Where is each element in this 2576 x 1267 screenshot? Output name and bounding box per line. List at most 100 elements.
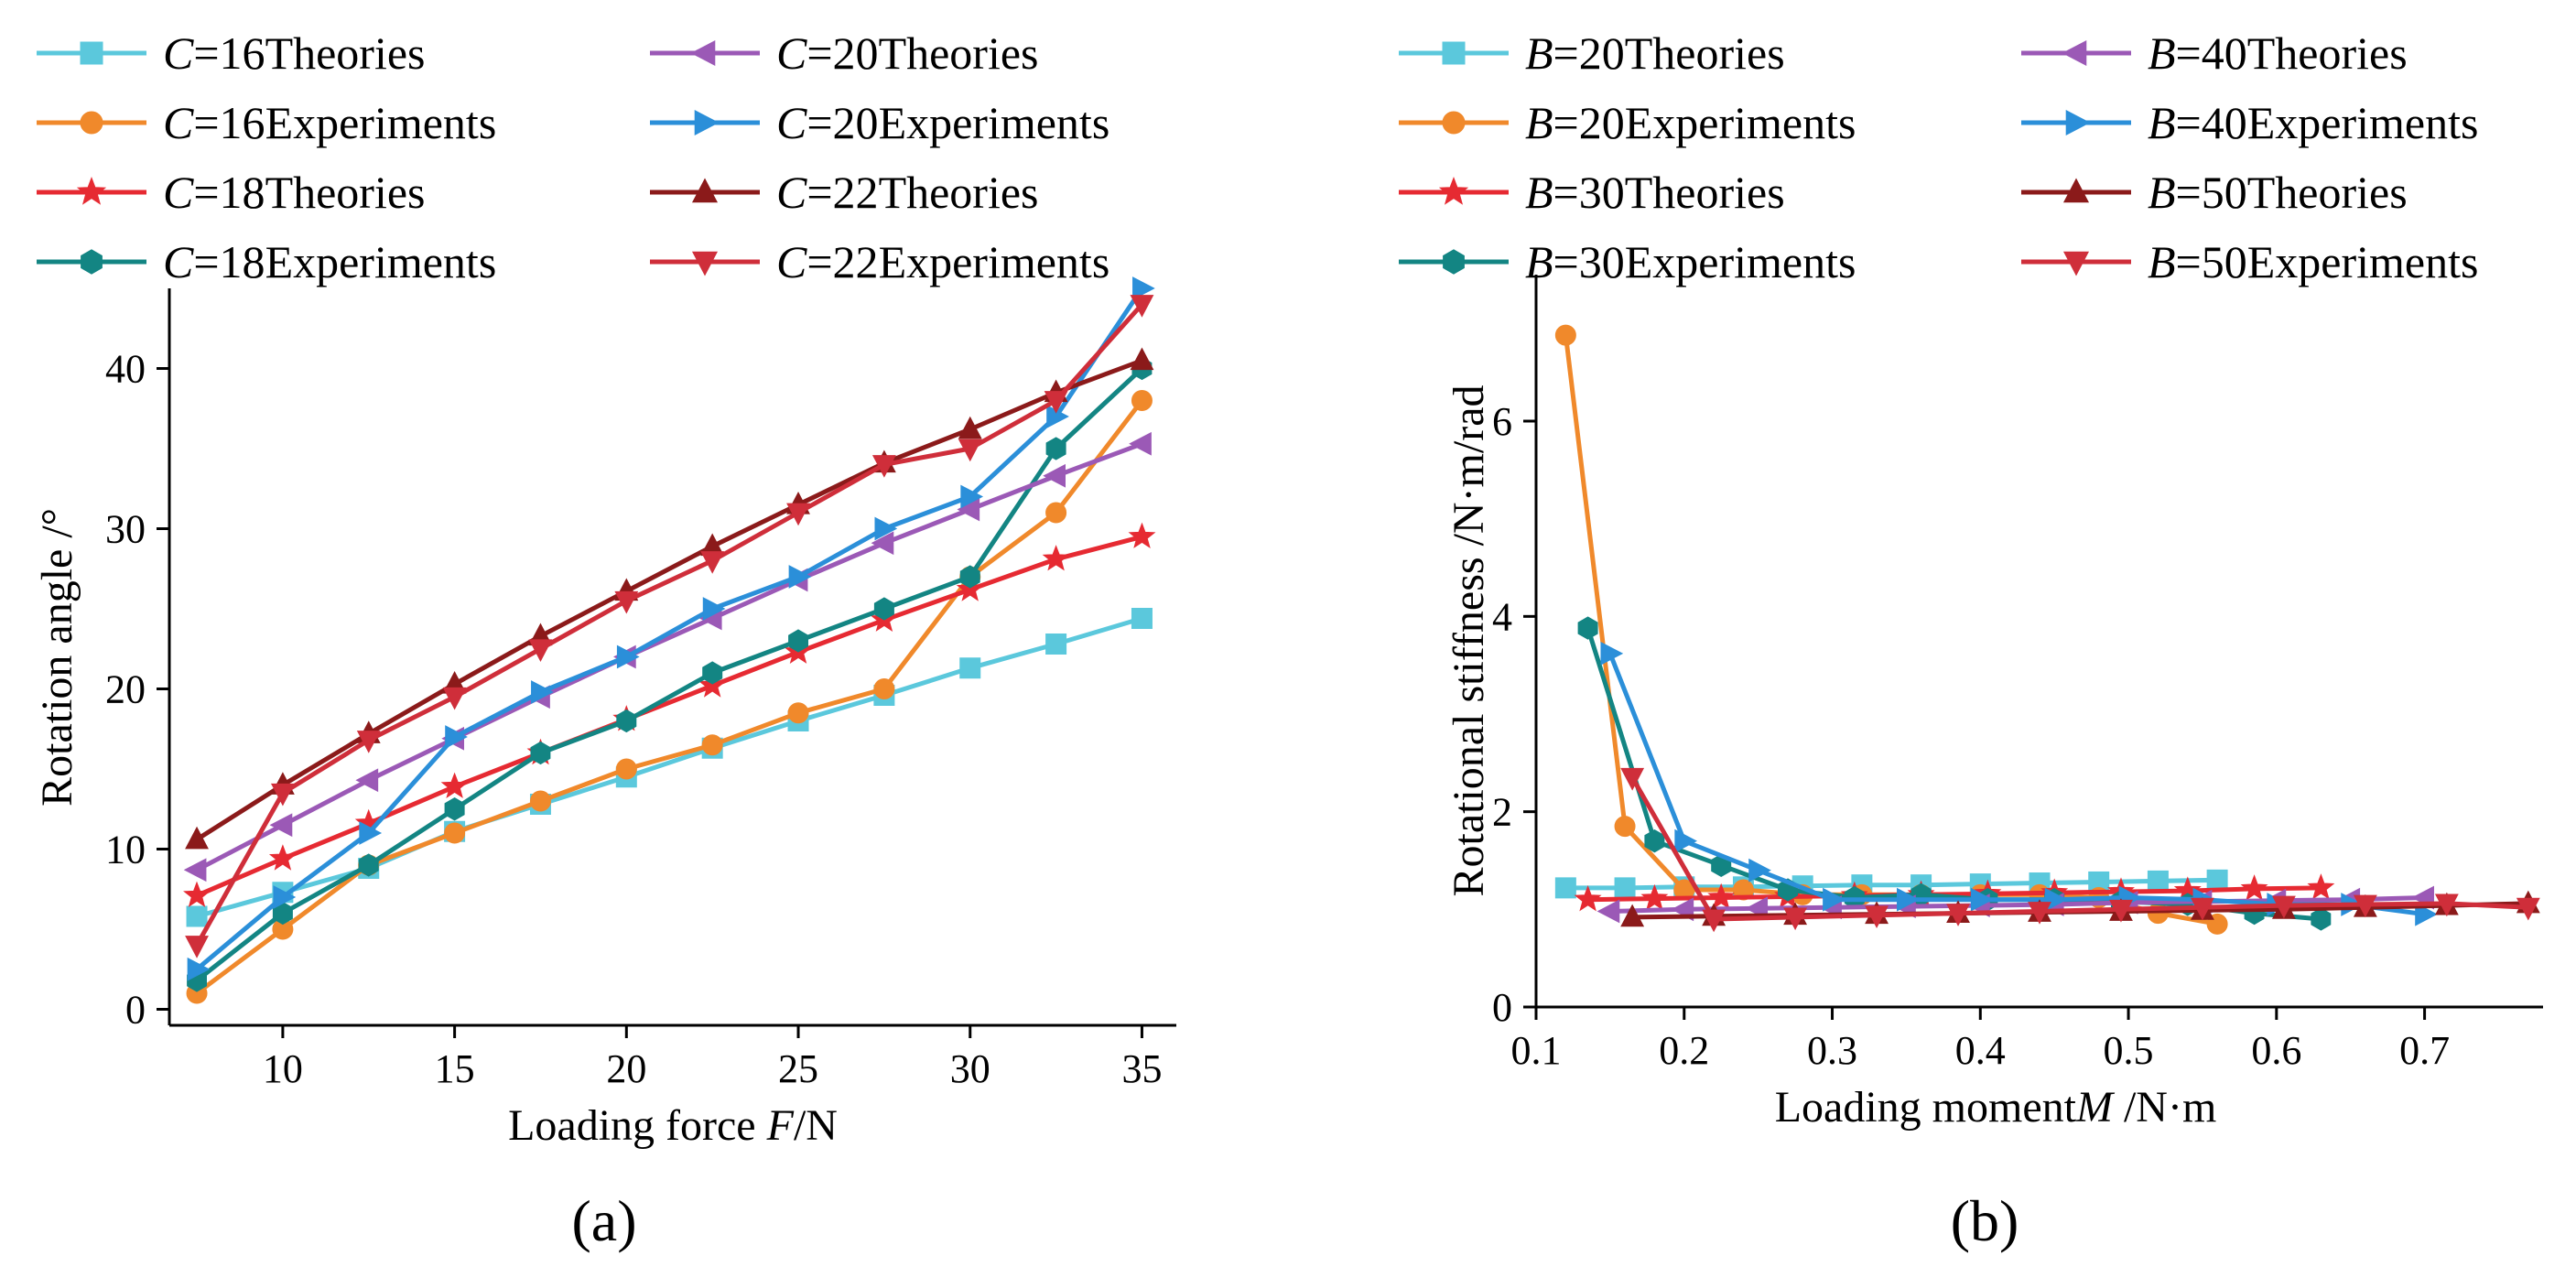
y-tick-label: 0: [125, 988, 146, 1033]
data-point: [1946, 904, 1970, 926]
data-point: [1045, 502, 1067, 524]
data-point: [1130, 295, 1154, 318]
legend-kind: Theories: [265, 167, 426, 218]
series-line: [196, 616, 1143, 919]
legend-kind: Theories: [2247, 27, 2408, 79]
legend-marker: [1442, 111, 1466, 135]
data-point: [2109, 899, 2133, 923]
y-axis-label: Rotation angle /°: [33, 508, 81, 807]
x-axis-label-unit: /N: [794, 1101, 838, 1150]
x-axis-label-text: Loading moment: [1775, 1083, 2077, 1132]
chart-panel-b: 0.1 0.2 0.3 0.4 0.5 0.6 0.7 0 2 4 6 Loading momentM…: [1399, 27, 2543, 1253]
data-point: [1614, 816, 1636, 838]
data-point: [358, 853, 379, 877]
data-point: [2028, 902, 2051, 925]
data-point: [1732, 879, 1754, 901]
legend-value: =16: [193, 97, 265, 148]
x-tick-label: 0.7: [2399, 1028, 2450, 1073]
data-point: [871, 531, 894, 556]
data-point: [1554, 877, 1576, 899]
legend-marker: [2062, 251, 2090, 276]
legend-marker: [1438, 176, 1469, 205]
legend-variable: B: [1525, 236, 1553, 287]
series-line: [195, 441, 1143, 872]
data-point: [187, 957, 211, 981]
data-point: [1600, 641, 1624, 666]
x-axis-label-variable: M: [2075, 1083, 2116, 1132]
data-point: [1707, 883, 1736, 910]
legend-variable: C: [163, 167, 194, 218]
legend-value: =40: [2176, 97, 2247, 148]
legend-variable: C: [163, 97, 194, 148]
legend-marker: [80, 41, 103, 65]
data-point: [1045, 437, 1066, 460]
data-point: [959, 657, 981, 679]
legend-value: =50: [2176, 167, 2247, 218]
data-point: [268, 844, 297, 871]
legend-marker: [690, 39, 716, 67]
data-point: [2206, 869, 2228, 891]
legend-value: =22: [806, 236, 878, 287]
y-tick-label: 0: [1492, 985, 1512, 1030]
x-axis-label: Loading force F/N: [508, 1101, 838, 1150]
legend-item: B=30Experiments: [1399, 236, 1856, 287]
data-point: [2147, 870, 2169, 892]
data-point: [183, 881, 211, 907]
x-tick-label: 0.5: [2104, 1028, 2154, 1073]
data-point: [1640, 883, 1669, 911]
data-point: [873, 678, 895, 699]
legend-variable: C: [163, 27, 194, 79]
legend-item: B=40Theories: [2021, 27, 2408, 79]
data-point: [874, 516, 898, 541]
data-point: [616, 709, 637, 733]
legend-label: C=18Experiments: [163, 236, 496, 287]
legend-item: C=20Experiments: [650, 97, 1109, 148]
legend-item: C=16Theories: [37, 27, 426, 79]
chart-panel-a: 10 15 20 25 30 35 0 10 20 30 40 Loading force F/N Ro…: [33, 27, 1176, 1253]
data-point: [1574, 884, 1602, 912]
series-c20-experiments: [187, 276, 1155, 981]
panel-label: (b): [1951, 1188, 2019, 1253]
data-point: [958, 416, 982, 439]
legend-marker: [691, 251, 719, 276]
data-point: [1674, 828, 1698, 853]
data-point: [185, 936, 209, 958]
data-point: [1132, 276, 1155, 300]
legend-variable: C: [776, 236, 807, 287]
data-point: [701, 734, 723, 756]
panel-label: (a): [571, 1188, 636, 1253]
data-point: [1620, 904, 1645, 927]
data-point: [959, 565, 980, 589]
y-axis-label: Rotational stiffness /N·m/rad: [1445, 384, 1493, 896]
legend-value: =20: [806, 97, 878, 148]
legend-item: C=16Experiments: [37, 97, 496, 148]
data-point: [185, 826, 209, 850]
legend-kind: Experiments: [879, 97, 1110, 148]
legend-item: B=20Theories: [1399, 27, 1785, 79]
legend-kind: Theories: [1625, 27, 1785, 79]
data-point: [702, 597, 726, 621]
data-point: [1046, 405, 1069, 428]
legend-value: =20: [806, 27, 878, 79]
legend-kind: Theories: [1625, 167, 1785, 218]
data-point: [1823, 887, 1845, 912]
series-line: [196, 534, 1143, 898]
legend: C=16TheoriesC=16ExperimentsC=18TheoriesC…: [37, 27, 1109, 287]
legend-marker: [2065, 109, 2091, 136]
x-tick-label: 0.1: [1511, 1028, 1562, 1073]
data-point: [2516, 897, 2540, 921]
y-tick-label: 6: [1492, 399, 1512, 444]
legend-value: =20: [1553, 27, 1625, 79]
legend-marker: [2062, 178, 2090, 203]
data-point: [958, 439, 982, 462]
data-point: [1614, 877, 1636, 899]
x-tick-label: 0.2: [1659, 1028, 1709, 1073]
legend-value: =18: [193, 236, 265, 287]
legend-marker: [81, 249, 103, 275]
x-tick-label: 20: [606, 1046, 646, 1091]
data-point: [786, 503, 810, 526]
x-tick-label: 0.3: [1807, 1028, 1857, 1073]
series-b50-experiments: [1620, 767, 2540, 933]
data-point: [2044, 887, 2068, 912]
data-point: [531, 680, 554, 704]
